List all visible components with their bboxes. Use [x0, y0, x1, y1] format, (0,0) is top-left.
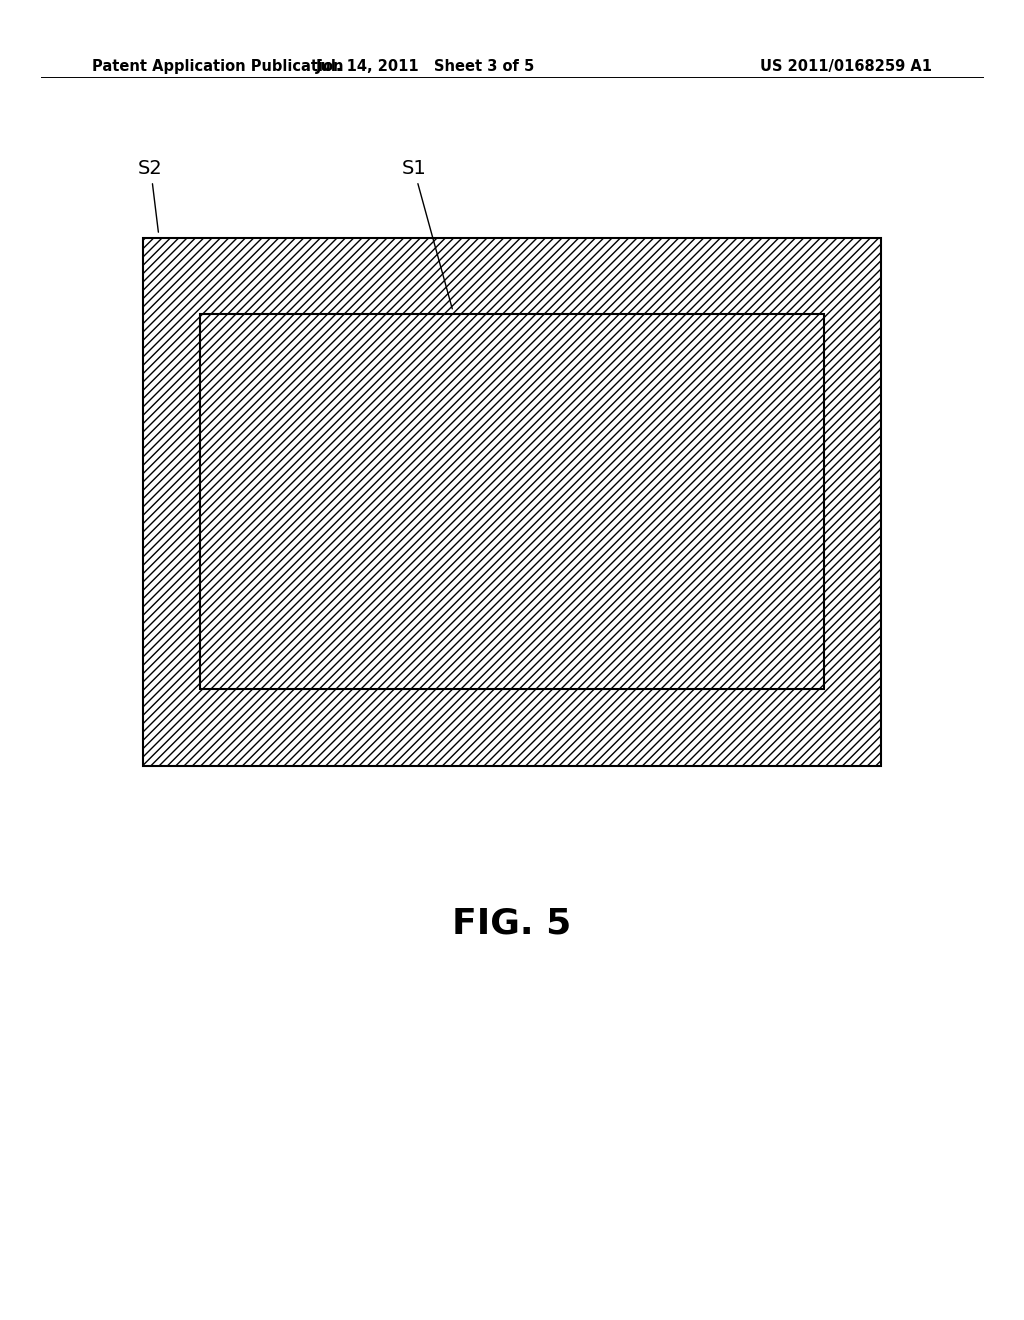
Text: US 2011/0168259 A1: US 2011/0168259 A1 — [760, 59, 932, 74]
Text: Patent Application Publication: Patent Application Publication — [92, 59, 344, 74]
Bar — [143, 238, 881, 766]
Bar — [200, 314, 824, 689]
Text: FIG. 5: FIG. 5 — [453, 907, 571, 941]
Text: S2: S2 — [138, 160, 163, 232]
Text: S1: S1 — [401, 160, 453, 309]
Text: Jul. 14, 2011   Sheet 3 of 5: Jul. 14, 2011 Sheet 3 of 5 — [315, 59, 535, 74]
